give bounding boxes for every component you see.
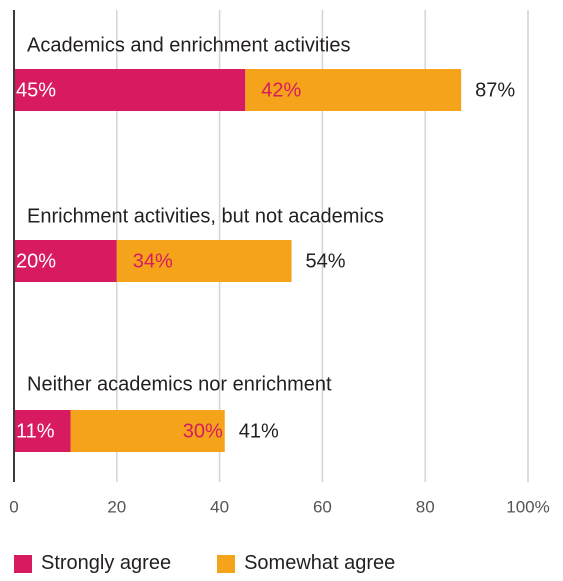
legend-swatch-strongly-agree: [14, 554, 32, 573]
bar-segment: [14, 69, 246, 111]
data-label: 11%: [16, 420, 55, 442]
x-tick-label: 60: [313, 497, 332, 516]
legend-label-somewhat-agree: Somewhat agree: [244, 552, 396, 574]
x-tick-label: 20: [107, 497, 126, 516]
bar-segment: [14, 410, 71, 452]
legend-swatch-somewhat-agree: [217, 554, 236, 573]
total-label: 41%: [239, 420, 279, 442]
x-tick-label: 40: [210, 497, 229, 516]
category-label: Academics and enrichment activities: [27, 34, 350, 56]
data-label: 20%: [16, 250, 56, 272]
chart-plot: Academics and enrichment activities 45% 42…: [9, 10, 550, 516]
legend-item-strongly-agree: Strongly agree: [14, 552, 171, 575]
bar-segment: [245, 69, 462, 111]
legend-label-strongly-agree: Strongly agree: [41, 552, 172, 574]
category-label: Enrichment activities, but not academics: [27, 205, 384, 227]
x-tick-label: 100%: [506, 497, 549, 516]
total-label: 54%: [306, 250, 346, 272]
data-label: 34%: [133, 250, 173, 272]
total-label: 87%: [475, 79, 515, 101]
data-label: 30%: [183, 420, 223, 442]
legend-item-somewhat-agree: Somewhat agree: [217, 552, 395, 575]
x-tick-label: 0: [9, 497, 18, 516]
x-tick-label: 80: [416, 497, 435, 516]
data-label: 42%: [261, 79, 301, 101]
legend: Strongly agree Somewhat agree: [14, 552, 441, 575]
data-label: 45%: [16, 79, 56, 101]
bar-segment: [116, 240, 292, 282]
category-label: Neither academics nor enrichment: [27, 373, 332, 395]
bar-segment: [70, 410, 225, 452]
bar-segment: [14, 240, 117, 282]
